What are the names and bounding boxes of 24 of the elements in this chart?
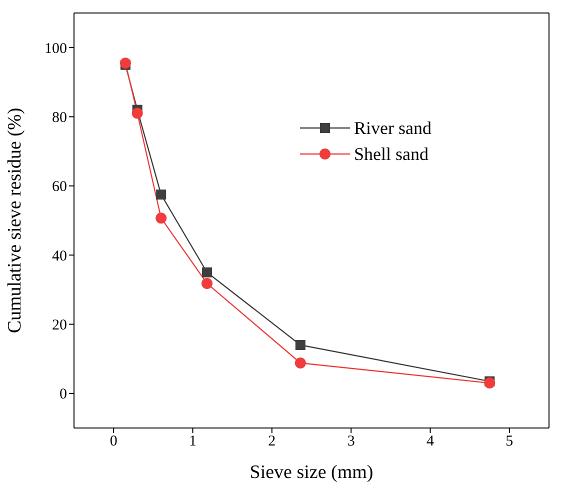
x-tick-label: 5 — [506, 434, 514, 450]
point — [156, 212, 167, 224]
point — [202, 267, 212, 278]
x-tick-label: 4 — [426, 434, 434, 450]
point — [156, 190, 166, 200]
x-axis-title: Sieve size (mm) — [250, 462, 374, 483]
x-tick-label: 0 — [110, 434, 118, 450]
point — [132, 108, 143, 119]
y-tick-label: 80 — [52, 110, 67, 126]
legend-label: River sand — [354, 118, 432, 138]
y-tick-label: 0 — [60, 386, 67, 403]
point — [294, 357, 306, 368]
x-tick-label: 1 — [189, 434, 196, 450]
point — [484, 378, 496, 389]
legend-label: Shell sand — [354, 144, 428, 164]
x-tick-label: 3 — [347, 434, 355, 450]
y-tick-label: 40 — [52, 248, 67, 264]
point — [202, 278, 212, 289]
point — [295, 340, 306, 350]
y-tick-label: 100 — [44, 40, 67, 57]
y-tick-label: 20 — [52, 318, 67, 334]
x-tick-label: 2 — [268, 434, 276, 450]
y-axis-title: Cumulative sieve residue (%) — [4, 108, 26, 334]
y-tick-label: 60 — [52, 179, 67, 196]
